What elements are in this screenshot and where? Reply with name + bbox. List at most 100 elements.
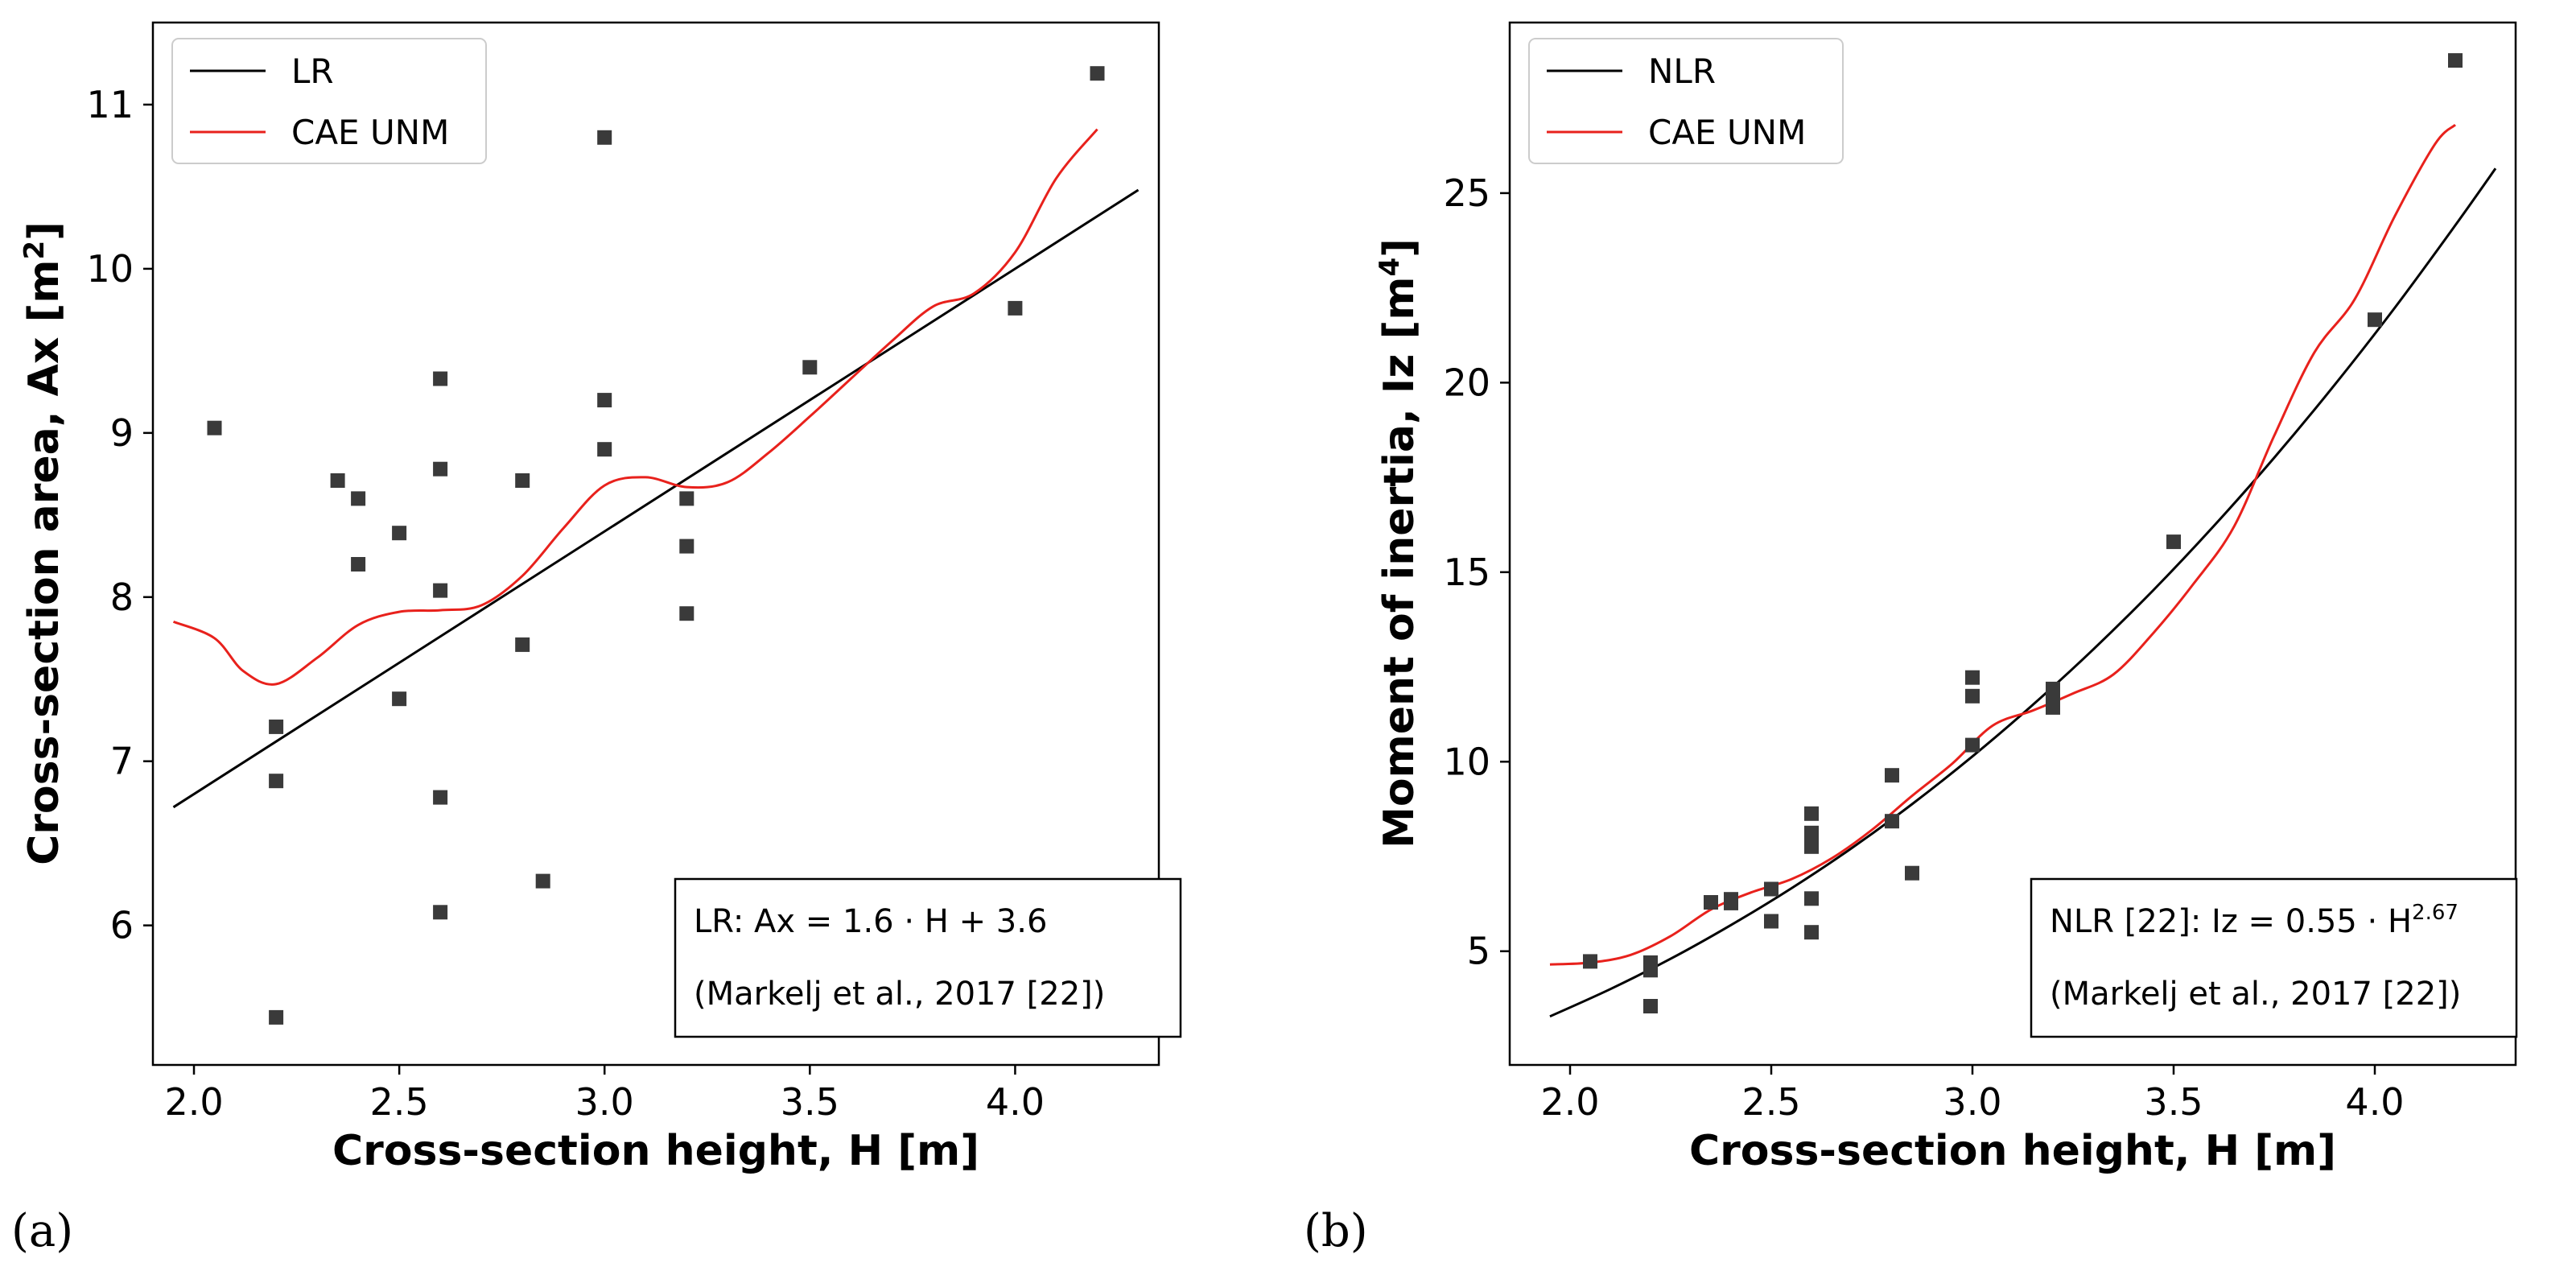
data-point [1090,66,1105,81]
x-tick-label: 3.0 [575,1080,634,1124]
data-point [1905,865,1919,881]
equation-box: NLR [22]: Iz = 0.55 · H2.67 (Markelj et … [2030,877,2518,1038]
y-tick-label: 9 [110,411,134,455]
x-tick-label: 3.5 [781,1080,839,1124]
data-point [1965,670,1980,685]
panel-label-b: (b) [1304,1205,1368,1257]
equation-citation: (Markelj et al., 2017 [22]) [2050,976,2461,1013]
data-point [351,557,366,572]
data-point [2448,53,2463,68]
y-axis-ticks: 6 7 8 9 10 11 [86,83,153,947]
data-point [515,473,530,488]
panel-a: 2.0 2.5 3.0 3.5 4.0 6 7 8 9 10 11 LR CAE UNM LR: … [11,21,1182,1257]
y-axis-title: Cross-section area, Ax [m2] [19,221,68,865]
legend-label-lr: LR [291,52,334,91]
x-tick-label: 2.0 [164,1080,223,1124]
data-point [1583,954,1597,969]
y-tick-label: 25 [1443,171,1490,215]
x-axis-ticks: 2.0 2.5 3.0 3.5 4.0 [164,1065,1045,1124]
data-point [679,606,694,621]
data-point [535,873,550,889]
data-point [1704,895,1718,910]
data-point [433,905,448,920]
data-point [207,420,222,435]
y-tick-label: 11 [86,83,134,126]
data-point [433,461,448,477]
x-axis-title: Cross-section height, H [m] [332,1127,979,1175]
x-tick-label: 4.0 [2345,1080,2404,1124]
y-tick-label: 5 [1467,930,1490,973]
x-tick-label: 4.0 [986,1080,1045,1124]
data-point [1643,963,1658,978]
data-point [802,360,818,375]
legend-label-cae: CAE UNM [291,113,449,152]
y-tick-label: 8 [110,576,134,619]
data-point [433,371,448,386]
data-point [433,583,448,598]
data-point [679,539,694,554]
y-tick-label: 20 [1443,361,1490,404]
series-line-lr [172,188,1140,809]
y-tick-label: 10 [86,247,134,291]
data-point [1965,688,1980,704]
panel-b: 2.0 2.5 3.0 3.5 4.0 5 10 15 20 25 NLR CAE UNM NL… [1304,21,2518,1257]
data-point [2368,312,2382,328]
x-tick-label: 3.0 [1943,1080,2001,1124]
data-point [597,393,612,408]
data-point [1764,914,1778,929]
data-point [1804,925,1819,940]
legend-label-nlr: NLR [1648,52,1716,91]
equation-citation: (Markelj et al., 2017 [22]) [694,976,1105,1013]
legend-label-cae: CAE UNM [1648,113,1806,152]
y-axis-ticks: 5 10 15 20 25 [1443,171,1510,973]
data-point [597,442,612,457]
data-point [269,774,284,789]
y-axis-title: Moment of inertia, Iz [m4] [1374,238,1424,848]
data-point [1804,839,1819,854]
equation-text: NLR [22]: Iz = 0.55 · H2.67 [2050,901,2459,940]
y-tick-label: 6 [110,904,134,947]
data-point [1643,999,1658,1013]
plot-area-frame [151,21,1160,1067]
data-point [679,491,694,506]
data-point [1724,895,1738,910]
data-point [1885,814,1899,829]
data-point [2166,534,2181,550]
series-lines [172,128,1140,809]
series-line-cae-unm [1549,123,2457,966]
data-point [392,526,407,541]
series-line-cae-unm [172,128,1098,686]
y-tick-label: 15 [1443,551,1490,594]
panel-label-a: (a) [11,1205,73,1257]
scatter-points [1583,53,2463,1013]
data-point [515,637,530,652]
data-point [1965,737,1980,753]
data-point [269,719,284,734]
data-point [1885,768,1899,783]
data-point [1804,891,1819,906]
y-tick-label: 10 [1443,740,1490,783]
data-point [392,691,407,707]
data-point [351,491,366,506]
y-tick-label: 7 [110,740,134,783]
data-point [2046,699,2060,715]
legend: NLR CAE UNM [1528,38,1844,164]
data-point [1764,881,1778,897]
data-point [330,473,345,488]
x-tick-label: 2.0 [1540,1080,1599,1124]
x-tick-label: 3.5 [2144,1080,2203,1124]
x-tick-label: 2.5 [370,1080,429,1124]
data-point [433,790,448,805]
data-point [597,130,612,145]
legend: LR CAE UNM [171,38,487,164]
scatter-points [207,66,1105,1025]
x-axis-title: Cross-section height, H [m] [1689,1127,2336,1175]
x-tick-label: 2.5 [1741,1080,1800,1124]
equation-text: LR: Ax = 1.6 · H + 3.6 [694,903,1047,940]
data-point [1804,825,1819,840]
plot-area-frame [1508,21,2517,1067]
x-axis-ticks: 2.0 2.5 3.0 3.5 4.0 [1540,1065,2405,1124]
equation-box: LR: Ax = 1.6 · H + 3.6 (Markelj et al., … [674,877,1182,1038]
data-point [1008,300,1023,316]
